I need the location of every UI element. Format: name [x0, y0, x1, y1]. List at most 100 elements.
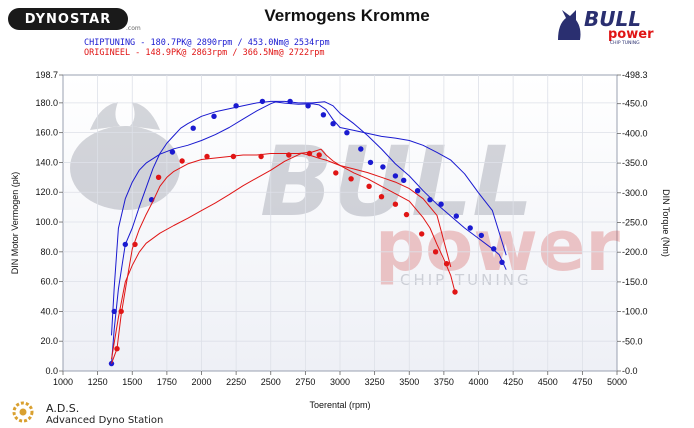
series-point-origineel	[403, 211, 410, 218]
series-point-chiptuning	[320, 112, 327, 118]
x-tick-label: 3500	[399, 377, 419, 387]
series-point-chiptuning	[380, 164, 386, 170]
bullpower-logo-power: power	[608, 27, 654, 42]
series-point-origineel	[443, 261, 450, 267]
series-point-origineel	[155, 174, 162, 180]
series-point-chiptuning	[467, 225, 473, 231]
series-point-origineel	[132, 241, 138, 248]
series-point-chiptuning	[259, 98, 266, 105]
watermark-chiptuning-text: CHIP TUNING	[400, 271, 532, 289]
series-point-chiptuning	[478, 232, 484, 239]
y-right-tick-label: -200.0	[622, 247, 648, 257]
x-tick-label: 4000	[468, 377, 488, 387]
x-tick-label: 3250	[365, 377, 385, 387]
y-right-tick-label: -50.0	[622, 336, 643, 346]
series-point-chiptuning	[344, 130, 350, 136]
series-point-origineel	[204, 153, 210, 160]
y-left-tick-label: 140.0	[35, 157, 58, 167]
series-point-chiptuning	[491, 246, 497, 252]
series-point-chiptuning	[305, 103, 311, 109]
ads-logo	[12, 401, 34, 423]
y-right-tick-label: -150.0	[622, 277, 648, 287]
y-left-tick-label: 20.0	[40, 336, 58, 346]
y-left-tick-label: 120.0	[35, 187, 58, 197]
x-tick-label: 2000	[191, 377, 211, 387]
y-left-tick-label: 60.0	[40, 277, 58, 287]
series-point-chiptuning	[367, 159, 374, 166]
series-point-chiptuning	[392, 173, 399, 179]
y-left-tick-label: 180.0	[35, 98, 58, 108]
y-axis-right-label: DIN Torque (Nm)	[661, 189, 671, 257]
bullpower-logo-sub: CHIP TUNING	[610, 40, 640, 46]
series-point-origineel	[378, 194, 385, 200]
x-tick-label: 4250	[503, 377, 523, 387]
series-point-chiptuning	[211, 113, 217, 120]
y-right-tick-label: -400.0	[622, 128, 648, 138]
y-axis-left-label: DIN Motor Vermogen (pk)	[10, 172, 20, 275]
series-point-origineel	[316, 152, 322, 158]
y-left-tick-label: 198.7	[35, 70, 58, 80]
y-left-tick-label: 80.0	[40, 247, 58, 257]
series-point-origineel	[432, 249, 439, 255]
y-right-tick-label: -100.0	[622, 307, 648, 317]
series-point-chiptuning	[358, 146, 364, 152]
series-point-chiptuning	[438, 201, 444, 207]
series-point-origineel	[114, 346, 120, 352]
ads-subtitle: Advanced Dyno Station	[46, 415, 164, 426]
grid	[63, 75, 617, 371]
series-point-chiptuning	[233, 103, 239, 109]
series-point-origineel	[286, 152, 292, 158]
series-line-origineel-power	[111, 148, 456, 364]
dynostar-logo: DYNOSTAR	[8, 8, 128, 30]
series-point-origineel	[366, 183, 372, 189]
x-tick-label: 4750	[572, 377, 592, 387]
x-tick-label: 2250	[226, 377, 246, 387]
y-right-tick-label: -350.0	[622, 158, 648, 168]
series-point-chiptuning	[453, 213, 459, 219]
series-point-chiptuning	[190, 125, 196, 131]
bull-icon	[558, 10, 581, 40]
watermark-bull-icon	[70, 126, 180, 210]
y-right-tick-label: -300.0	[622, 188, 648, 198]
y-right-tick-label: -250.0	[622, 217, 648, 227]
series-point-origineel	[230, 153, 237, 160]
x-tick-label: 3750	[434, 377, 454, 387]
ads-title: A.D.S.	[46, 402, 80, 415]
series-point-chiptuning	[427, 197, 433, 203]
watermark-power-text: power	[375, 205, 620, 287]
ads-gear-icon	[12, 401, 34, 423]
x-tick-label: 1750	[157, 377, 177, 387]
series-point-origineel	[392, 201, 399, 207]
bullpower-logo: BULL power CHIP TUNING	[552, 4, 658, 46]
x-tick-label: 1000	[53, 377, 73, 387]
x-tick-label: 2750	[295, 377, 315, 387]
x-tick-label: 5000	[607, 377, 627, 387]
x-tick-label: 2500	[261, 377, 281, 387]
series-point-origineel	[333, 170, 339, 176]
x-axis-label: Toerental (rpm)	[309, 400, 370, 410]
y-left-tick-label: 0.0	[45, 366, 58, 376]
y-left-tick-label: 160.0	[35, 128, 58, 138]
x-tick-label: 3000	[330, 377, 350, 387]
chart-title: Vermogens Kromme	[264, 6, 430, 25]
dynostar-domain: .com	[126, 25, 141, 32]
y-left-tick-label: 100.0	[35, 217, 58, 227]
series-point-origineel	[419, 231, 425, 237]
series-line-origineel-torque	[111, 152, 452, 360]
series-point-origineel	[179, 158, 185, 164]
y-right-tick-label: -0.0	[622, 366, 638, 376]
series-point-chiptuning	[414, 188, 421, 194]
series-point-chiptuning	[122, 241, 128, 248]
y-right-tick-label: -450.0	[622, 99, 648, 109]
series-line-chiptuning-power	[111, 100, 507, 364]
series-layer	[108, 98, 507, 367]
series-point-origineel	[452, 289, 458, 295]
series-point-chiptuning	[169, 149, 176, 155]
axes: 1000 1250 1500 1750 2000 2250 2500 2750 3000 3250…	[35, 70, 647, 387]
x-tick-label: 4500	[538, 377, 558, 387]
series-point-chiptuning	[287, 98, 293, 105]
series-line-chiptuning-torque	[111, 101, 507, 336]
legend-stock: ORIGINEEL - 148.9PK@ 2863rpm / 366.5Nm@ …	[84, 48, 325, 58]
legend-tuned: CHIPTUNING - 180.7PK@ 2890rpm / 453.0Nm@…	[84, 38, 330, 48]
